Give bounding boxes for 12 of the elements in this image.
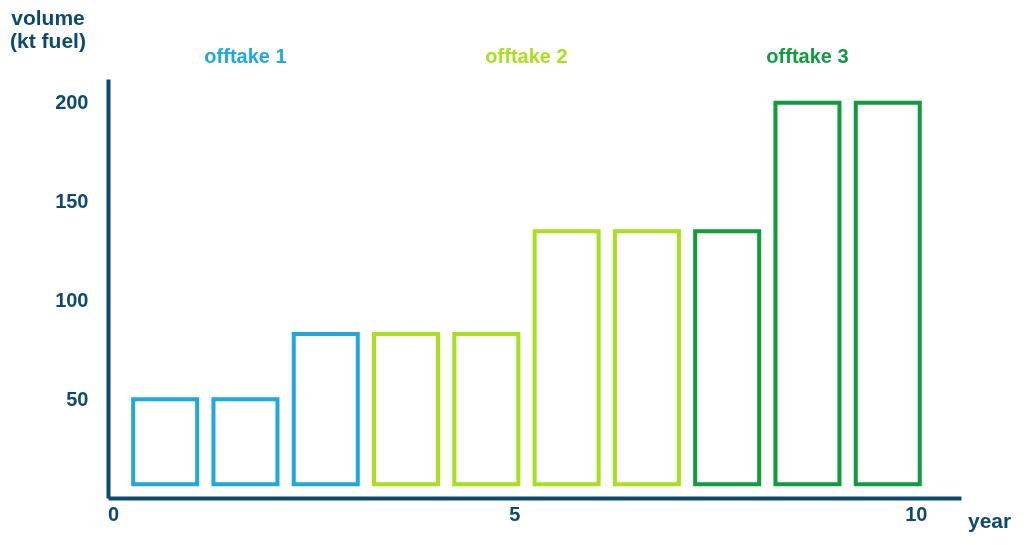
y-tick-label: 100 <box>55 288 89 311</box>
y-axis-title: volume (kt fuel) <box>10 6 86 52</box>
y-tick-label: 150 <box>55 190 89 213</box>
x-tick-label: 0 <box>107 502 120 525</box>
y-tick-label: 50 <box>66 387 89 410</box>
x-tick-label: 5 <box>509 502 521 525</box>
y-tick-label: 200 <box>55 91 89 114</box>
text: offtake 1 <box>204 45 287 67</box>
series-label: offtake 3 <box>766 45 849 67</box>
text: offtake 2 <box>485 45 568 67</box>
x-axis-title: year <box>968 509 1012 532</box>
x-tick-label: 10 <box>905 502 928 525</box>
